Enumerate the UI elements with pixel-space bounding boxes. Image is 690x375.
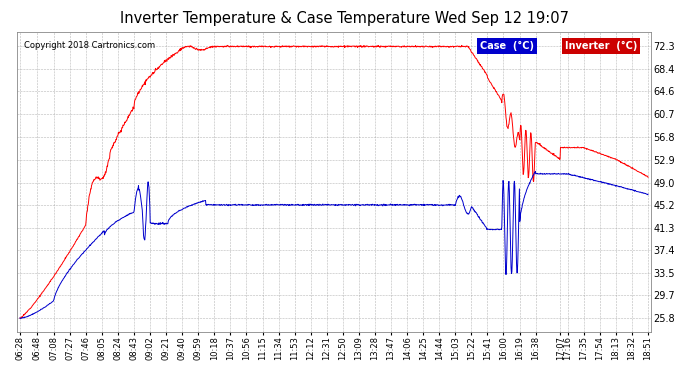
Text: Copyright 2018 Cartronics.com: Copyright 2018 Cartronics.com	[23, 41, 155, 50]
Text: Case  (°C): Case (°C)	[480, 41, 533, 51]
Text: Inverter  (°C): Inverter (°C)	[565, 41, 638, 51]
Text: Inverter Temperature & Case Temperature Wed Sep 12 19:07: Inverter Temperature & Case Temperature …	[121, 11, 569, 26]
